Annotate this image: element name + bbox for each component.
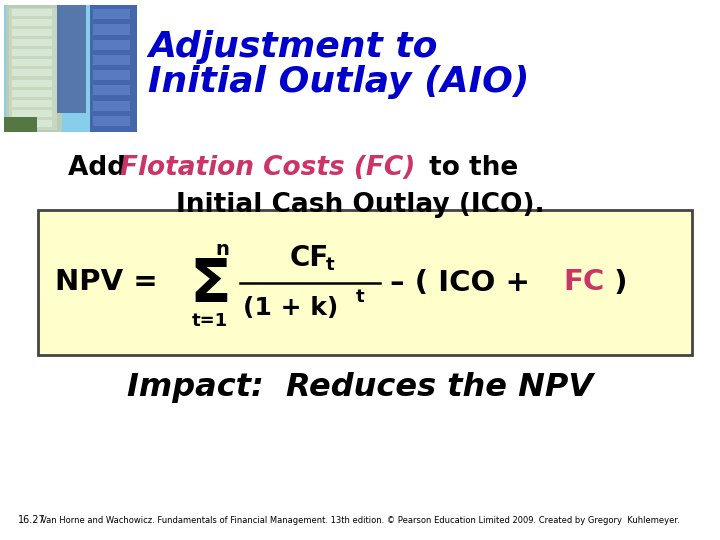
Text: to the: to the xyxy=(420,155,518,181)
Bar xyxy=(12,19,52,26)
Bar xyxy=(93,70,130,80)
Bar xyxy=(93,55,130,65)
Bar xyxy=(12,49,52,56)
Text: Initial Cash Outlay (ICO).: Initial Cash Outlay (ICO). xyxy=(176,192,544,218)
Text: ): ) xyxy=(604,268,628,296)
Bar xyxy=(4,117,37,132)
Text: – ( ICO +: – ( ICO + xyxy=(390,268,540,296)
Bar xyxy=(9,8,57,130)
Bar xyxy=(12,79,52,86)
Text: n: n xyxy=(215,240,229,259)
Bar xyxy=(12,100,52,107)
Bar xyxy=(12,9,52,16)
Bar xyxy=(57,5,86,113)
Text: Adjustment to: Adjustment to xyxy=(148,30,438,64)
Text: Initial Outlay (AIO): Initial Outlay (AIO) xyxy=(148,65,529,99)
Bar xyxy=(12,70,52,77)
Text: NPV =: NPV = xyxy=(55,268,168,296)
Text: Flotation Costs (FC): Flotation Costs (FC) xyxy=(120,155,415,181)
Bar xyxy=(90,5,137,132)
Text: Add: Add xyxy=(68,155,135,181)
Text: Impact:  Reduces the NPV: Impact: Reduces the NPV xyxy=(127,372,593,403)
Bar xyxy=(38,210,692,355)
Text: CF: CF xyxy=(290,244,329,272)
Text: t: t xyxy=(326,255,335,273)
Text: (1 + k): (1 + k) xyxy=(243,295,338,320)
Bar xyxy=(93,39,130,50)
Bar xyxy=(12,59,52,66)
Bar xyxy=(12,90,52,97)
Bar xyxy=(12,110,52,117)
Text: Σ: Σ xyxy=(189,256,231,315)
Bar xyxy=(93,116,130,126)
Bar xyxy=(93,100,130,111)
Bar xyxy=(93,85,130,96)
Bar xyxy=(6,5,62,132)
Bar xyxy=(93,24,130,35)
Text: t: t xyxy=(356,288,364,307)
Text: t=1: t=1 xyxy=(192,312,228,329)
Text: Van Horne and Wachowicz. Fundamentals of Financial Management. 13th edition. © P: Van Horne and Wachowicz. Fundamentals of… xyxy=(40,516,680,525)
Bar xyxy=(12,29,52,36)
Bar xyxy=(93,9,130,19)
Text: FC: FC xyxy=(563,268,604,296)
Bar xyxy=(12,120,52,127)
Text: 16.27: 16.27 xyxy=(18,515,46,525)
Bar xyxy=(12,39,52,46)
